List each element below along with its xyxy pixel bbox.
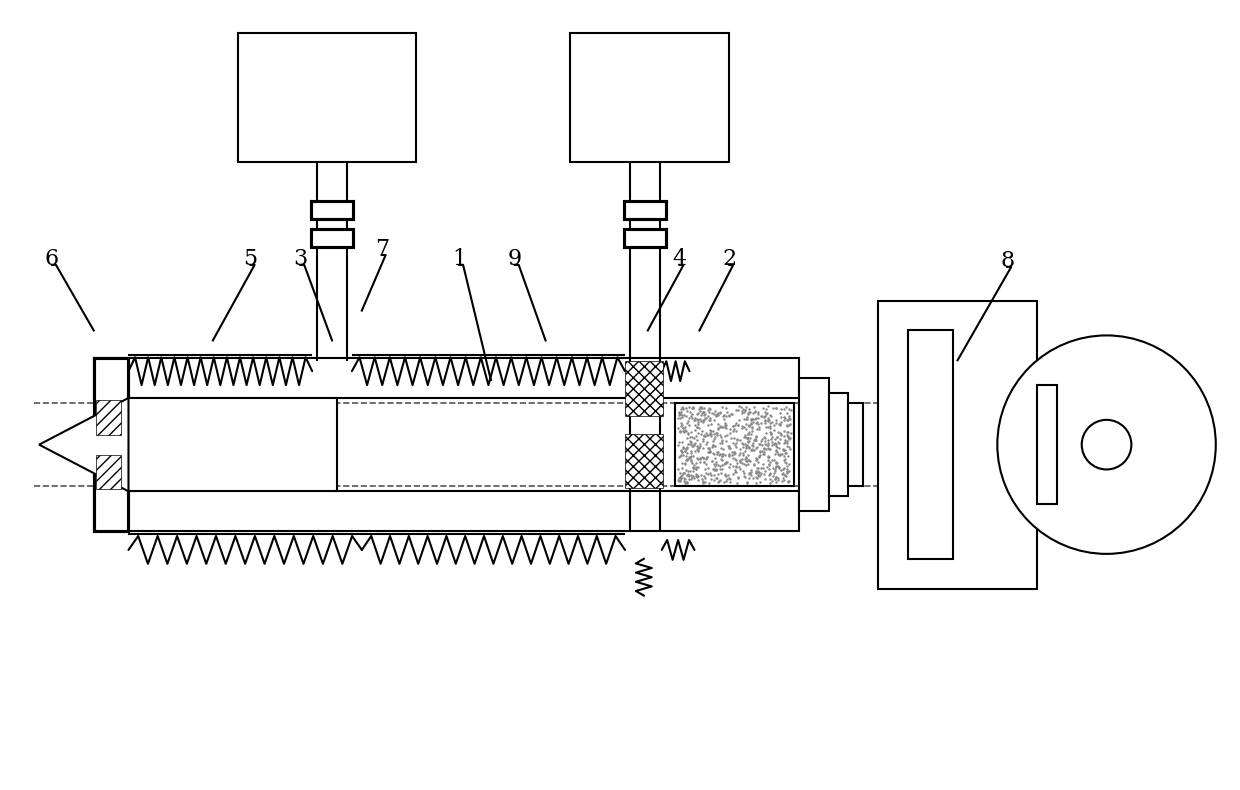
Bar [129,398,337,491]
Bar [1037,385,1056,504]
Bar [799,378,828,511]
Bar [624,229,666,247]
Bar [94,358,129,531]
Text: 2: 2 [722,248,737,270]
Bar [311,229,353,247]
Circle shape [997,336,1215,554]
Text: 8: 8 [1001,250,1014,272]
Circle shape [1081,419,1131,469]
Text: 1: 1 [453,248,466,270]
Bar [828,393,848,496]
Bar [878,301,1037,589]
Bar [94,491,799,531]
Text: 9: 9 [507,248,522,270]
Text: 7: 7 [374,238,389,260]
Bar [675,403,794,487]
Text: 3: 3 [293,248,308,270]
Bar [95,454,120,489]
Bar [625,434,662,488]
Text: 4: 4 [672,248,687,270]
Bar [95,400,120,435]
Bar [625,361,662,416]
Bar [908,330,952,559]
Bar [848,403,863,487]
Text: 6: 6 [45,248,60,270]
Bar [238,32,417,162]
Bar [624,201,666,220]
Text: 5: 5 [243,248,258,270]
Bar [570,32,729,162]
Bar [311,201,353,220]
Bar [94,358,799,398]
Polygon shape [40,398,129,491]
